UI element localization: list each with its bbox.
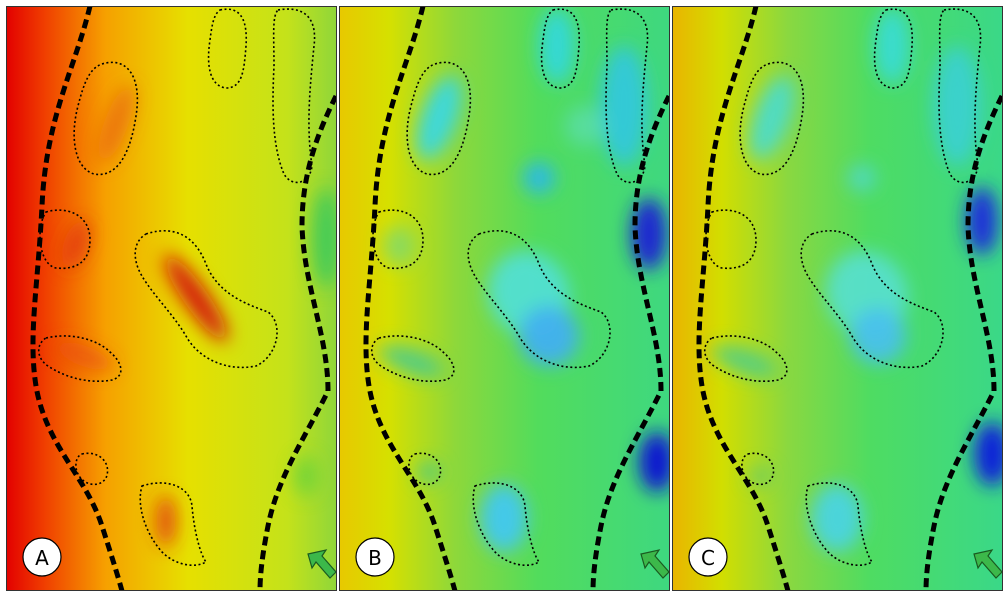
direction-arrow: [307, 549, 337, 579]
region-outline: [408, 452, 442, 486]
label-circle: [22, 537, 62, 577]
blob: [933, 46, 981, 166]
blob: [61, 219, 91, 269]
blob: [97, 84, 135, 164]
boundary-line: [923, 94, 1003, 591]
blob: [53, 341, 115, 371]
region-outline: [741, 452, 775, 486]
panel-label: C: [701, 546, 715, 570]
blob: [631, 198, 667, 270]
boundary-line: [590, 94, 670, 591]
panel-border: [6, 6, 337, 591]
blob: [565, 106, 605, 146]
blob: [874, 8, 910, 84]
panel: B: [339, 6, 670, 591]
blob: [519, 306, 579, 366]
blob: [312, 188, 337, 288]
region-outline: [703, 335, 788, 383]
blob: [639, 432, 670, 492]
heatmap-blobs: [711, 8, 1003, 552]
panel-label: B: [368, 546, 382, 570]
blob: [600, 46, 648, 166]
region-outline: [938, 8, 982, 184]
blob: [748, 466, 772, 486]
region-outline: [39, 209, 91, 270]
region-outline: [540, 8, 580, 89]
blob: [294, 456, 318, 496]
region-outline: [406, 61, 472, 176]
region-outline: [134, 229, 278, 369]
blob: [480, 484, 528, 552]
boundary-line: [257, 94, 337, 591]
region-outline: [605, 8, 649, 184]
blob: [383, 226, 415, 266]
region-outline: [372, 209, 424, 270]
region-outline: [705, 209, 757, 270]
label-circle: [688, 537, 728, 577]
region-outline: [800, 229, 944, 369]
blob: [711, 344, 777, 378]
blob: [749, 76, 795, 160]
region-outline: [272, 8, 316, 184]
blob: [848, 164, 876, 192]
blob: [416, 76, 462, 160]
region-outline: [207, 8, 247, 89]
panel-border: [672, 6, 1003, 591]
panel: C: [672, 6, 1003, 591]
region-outline: [73, 61, 139, 176]
region-outline: [75, 452, 109, 486]
blob: [417, 462, 441, 482]
direction-arrow: [640, 549, 670, 579]
panel-label: A: [35, 546, 49, 570]
region-outline: [370, 335, 455, 383]
blob: [156, 495, 176, 547]
blob: [523, 162, 555, 194]
heatmap-blobs: [378, 8, 670, 552]
label-circle: [355, 537, 395, 577]
direction-arrow: [973, 549, 1003, 579]
panel-border: [339, 6, 670, 591]
blob: [378, 344, 444, 378]
region-outline: [37, 335, 122, 383]
region-outline: [467, 229, 611, 369]
region-outline: [739, 61, 805, 176]
blob: [811, 484, 863, 552]
blob: [850, 308, 906, 364]
heatmap-blobs: [53, 84, 337, 547]
blob: [539, 8, 575, 84]
region-outline: [873, 8, 913, 89]
blob: [966, 187, 998, 255]
blob: [974, 422, 1003, 486]
panel: A: [6, 6, 337, 591]
blob: [164, 254, 228, 342]
